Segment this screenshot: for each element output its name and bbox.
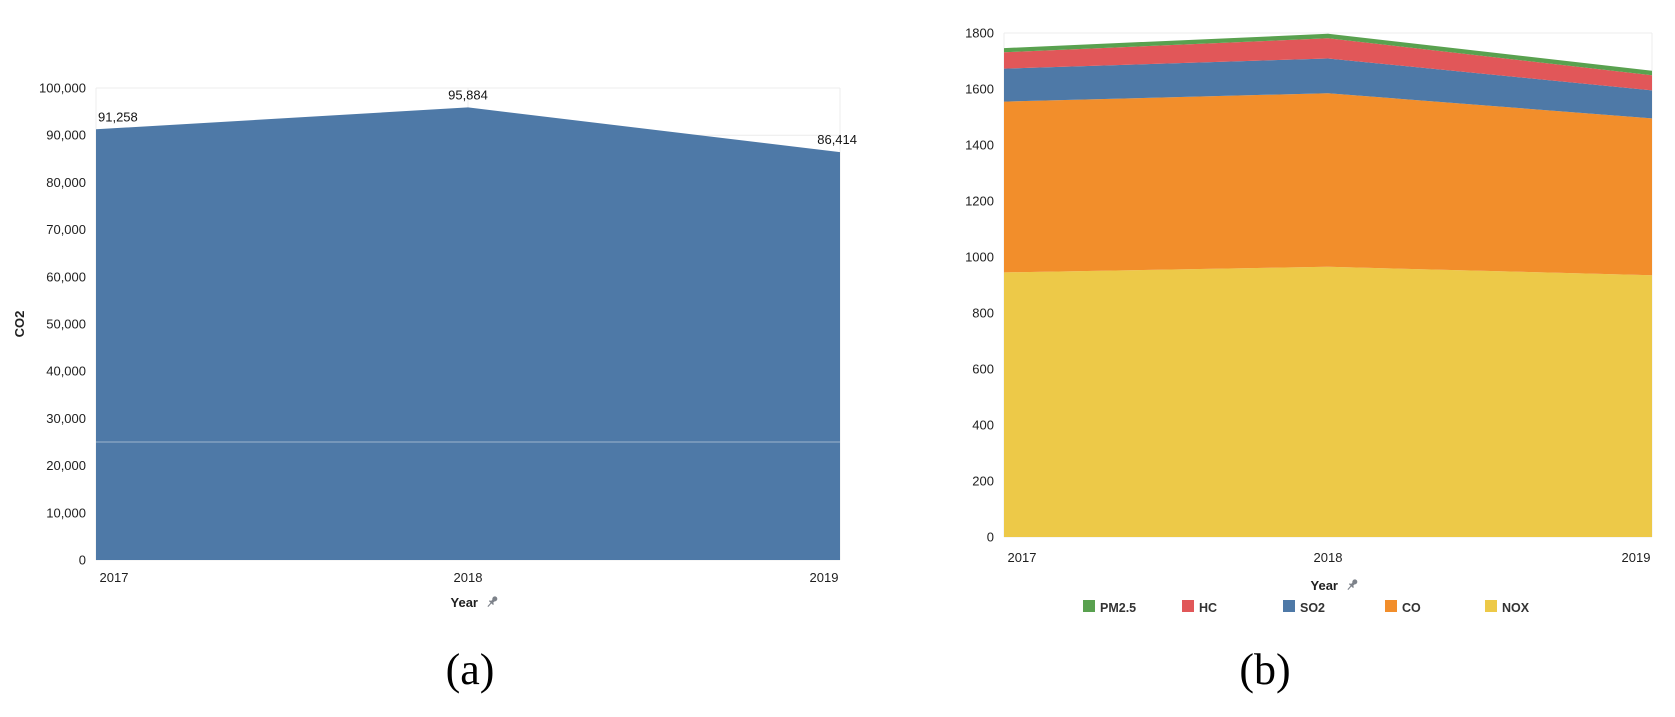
legend-item-so2: SO2 [1283,600,1325,615]
y-tick-label: 100,000 [39,81,86,96]
legend-swatch [1182,600,1194,612]
y-tick-label: 20,000 [46,458,86,473]
y-tick-label: 40,000 [46,364,86,379]
y-tick-label: 70,000 [46,222,86,237]
pushpin-icon [1347,579,1358,590]
x-tick-label: 2018 [1314,550,1343,565]
x-axis-title: Year [451,595,478,610]
y-tick-label: 200 [972,474,994,489]
x-tick-label: 2019 [1622,550,1651,565]
legend-swatch [1485,600,1497,612]
pushpin-body [490,597,496,604]
y-tick-label: 1800 [965,26,994,41]
y-tick-label: 50,000 [46,317,86,332]
legend-swatch [1283,600,1295,612]
pushpin-body [1350,580,1356,587]
area-co2 [96,107,840,561]
x-tick-label: 2018 [454,570,483,585]
y-tick-label: 1000 [965,250,994,265]
x-tick-label: 2017 [1008,550,1037,565]
y-tick-label: 10,000 [46,505,86,520]
legend-swatch [1083,600,1095,612]
data-label: 95,884 [448,87,488,102]
y-tick-label: 1400 [965,138,994,153]
pushpin-base [1349,583,1354,588]
legend-swatch [1385,600,1397,612]
x-axis-title: Year [1311,578,1338,593]
legend-label: NOX [1502,601,1530,615]
legend-item-pm25: PM2.5 [1083,600,1136,615]
y-tick-label: 80,000 [46,175,86,190]
legend-item-hc: HC [1182,600,1217,615]
pushpin-base [489,600,494,605]
pollutants-stacked-area-chart: 0 200 400 600 800 1000 1200 1400 1600 1800 2017 201… [965,26,1653,615]
x-tick-label: 2017 [100,570,129,585]
legend-label: CO [1402,601,1421,615]
y-tick-label: 60,000 [46,269,86,284]
data-label: 86,414 [817,132,857,147]
legend-label: PM2.5 [1100,601,1136,615]
area-so2 [1004,58,1652,119]
y-tick-label: 30,000 [46,411,86,426]
pushpin-needle [1347,585,1352,590]
caption-a: (a) [445,645,495,694]
area-pm25 [1004,33,1652,76]
area-nox [1004,266,1652,537]
legend-label: SO2 [1300,601,1325,615]
y-tick-label: 0 [987,530,994,545]
area-co [1004,93,1652,276]
pushpin-icon [487,596,498,607]
legend-item-nox: NOX [1485,600,1530,615]
co2-area-chart: 0 10,000 20,000 30,000 40,000 50,000 60,000 70,… [12,81,857,611]
y-tick-label: 800 [972,306,994,321]
legend-label: HC [1199,601,1217,615]
y-tick-label: 1600 [965,82,994,97]
caption-b: (b) [1239,645,1291,694]
y-axis-title: CO2 [12,311,27,338]
area-hc [1004,38,1652,91]
y-tick-label: 90,000 [46,128,86,143]
y-tick-label: 400 [972,418,994,433]
y-tick-label: 1200 [965,194,994,209]
pushpin-needle [487,602,492,607]
x-tick-label: 2019 [810,570,839,585]
legend-item-co: CO [1385,600,1421,615]
data-label: 91,258 [98,109,138,124]
y-tick-label: 600 [972,362,994,377]
y-tick-label: 0 [79,553,86,568]
